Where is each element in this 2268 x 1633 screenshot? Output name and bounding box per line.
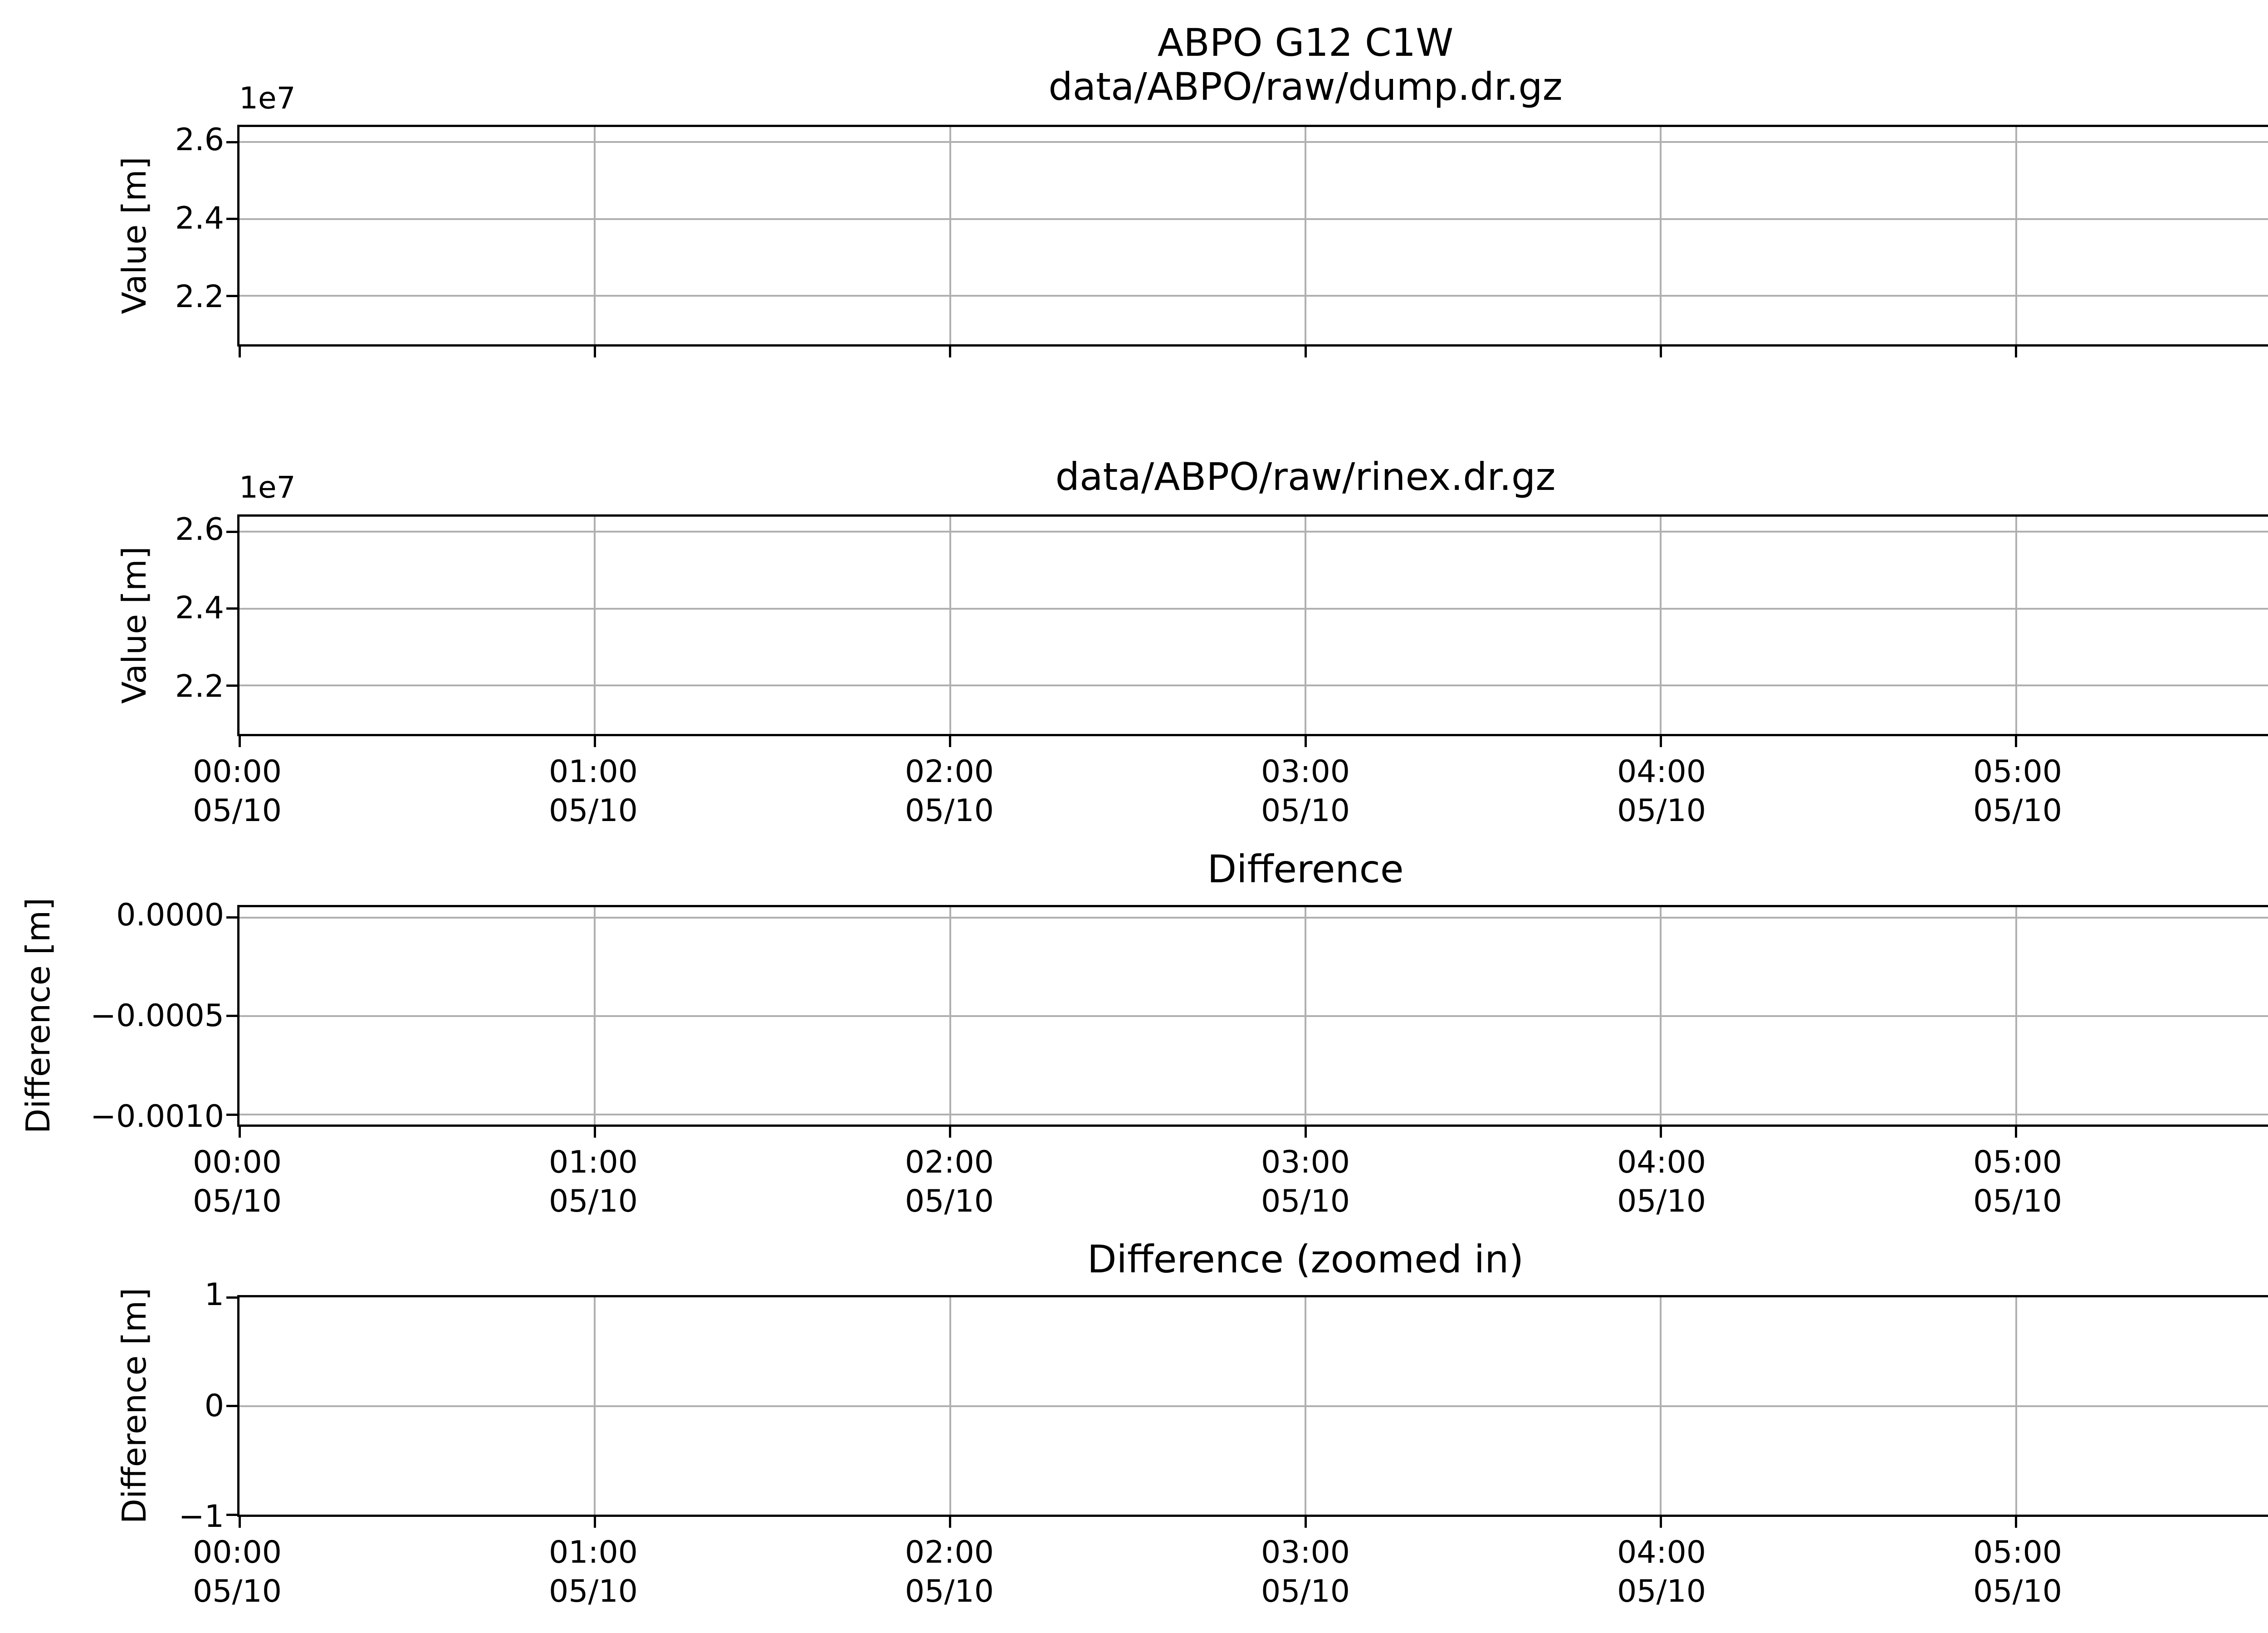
y-tick-mark	[226, 1015, 237, 1017]
x-tick-label: 00:00 05/10	[193, 1535, 282, 1609]
x-tick-label: 02:00 05/10	[905, 754, 994, 829]
x-tick-mark	[2015, 736, 2018, 747]
y-gridline	[240, 531, 2268, 533]
subplot-2-title: data/ABPO/raw/rinex.dr.gz	[1055, 455, 1556, 499]
y-gridline	[240, 295, 2268, 297]
y-tick-mark	[226, 218, 237, 220]
x-gridline	[594, 127, 596, 344]
x-tick-mark	[593, 736, 596, 747]
y-tick-mark	[226, 141, 237, 143]
x-tick-mark	[2015, 347, 2018, 357]
x-tick-label: 04:00 05/10	[1617, 754, 1706, 829]
x-gridline	[594, 517, 596, 734]
x-tick-label: 04:00 05/10	[1617, 1144, 1706, 1219]
x-tick-label: 01:00 05/10	[549, 1144, 638, 1219]
x-tick-label: 05:00 05/10	[1973, 754, 2062, 829]
y-gridline	[240, 607, 2268, 610]
subplot-4-axes	[226, 1295, 2268, 1528]
x-tick-mark	[949, 1517, 952, 1528]
x-tick-mark	[1304, 736, 1307, 747]
x-tick-mark	[1659, 1517, 1662, 1528]
subplot-1-axes	[226, 125, 2268, 357]
y-tick-label: 2.2	[175, 668, 224, 704]
x-gridline	[1305, 517, 1306, 734]
y-tick-label: 2.4	[175, 590, 224, 626]
x-tick-mark	[1304, 347, 1307, 357]
subplot-3-axes	[226, 905, 2268, 1138]
subplot-1-title-line-1: ABPO G12 C1W	[1157, 20, 1454, 65]
x-gridline	[1305, 127, 1306, 344]
y-gridline	[240, 1405, 2268, 1407]
subplot-1-title: ABPO G12 C1W data/ABPO/raw/dump.dr.gz	[237, 21, 2268, 109]
x-tick-mark	[1659, 347, 1662, 357]
x-tick-label: 05:00 05/10	[1973, 1144, 2062, 1219]
x-gridline	[949, 517, 951, 734]
y-gridline	[240, 218, 2268, 220]
x-tick-label: 00:00 05/10	[193, 1144, 282, 1219]
x-tick-mark	[1659, 1127, 1662, 1138]
y-tick-mark	[226, 684, 237, 687]
y-gridline	[240, 916, 2268, 919]
y-tick-label: −1	[178, 1499, 224, 1535]
x-gridline	[949, 127, 951, 344]
x-tick-label: 03:00 05/10	[1261, 1535, 1350, 1609]
x-tick-label: 00:00 05/10	[193, 754, 282, 829]
x-tick-mark	[593, 1127, 596, 1138]
y-tick-mark	[226, 1296, 237, 1299]
x-tick-label: 02:00 05/10	[905, 1144, 994, 1219]
y-gridline	[240, 684, 2268, 687]
y-tick-mark	[226, 530, 237, 533]
x-tick-mark	[1659, 736, 1662, 747]
y-tick-label: −0.0005	[90, 997, 224, 1034]
y-tick-mark	[226, 916, 237, 919]
y-tick-label: 0	[204, 1388, 224, 1424]
y-tick-label: 2.6	[175, 122, 224, 158]
y-tick-label: 1	[204, 1277, 224, 1313]
y-tick-label: 0.0000	[116, 897, 224, 933]
x-gridline	[1660, 517, 1662, 734]
subplot-1-y-offset-text: 1e7	[239, 81, 296, 116]
x-tick-mark	[2015, 1517, 2018, 1528]
x-tick-mark	[1304, 1517, 1307, 1528]
x-tick-mark	[593, 1517, 596, 1528]
y-tick-mark	[226, 1405, 237, 1407]
subplot-1-title-line-2: data/ABPO/raw/dump.dr.gz	[1048, 64, 1563, 109]
x-tick-label: 03:00 05/10	[1261, 1144, 1350, 1219]
y-gridline	[240, 141, 2268, 143]
subplot-4-title: Difference (zoomed in)	[1087, 1237, 1524, 1281]
y-tick-label: 2.2	[175, 279, 224, 315]
x-tick-mark	[238, 1517, 241, 1528]
x-tick-mark	[2015, 1127, 2018, 1138]
x-tick-mark	[1304, 1127, 1307, 1138]
subplot-2-axes	[226, 514, 2268, 747]
x-gridline	[2015, 127, 2017, 344]
y-gridline	[240, 1114, 2268, 1116]
y-tick-label: 2.4	[175, 200, 224, 236]
x-tick-mark	[949, 1127, 952, 1138]
x-tick-label: 02:00 05/10	[905, 1535, 994, 1609]
y-tick-mark	[226, 1513, 237, 1516]
y-tick-label: −0.0010	[90, 1098, 224, 1134]
y-tick-label: 2.6	[175, 511, 224, 548]
x-tick-label: 03:00 05/10	[1261, 754, 1350, 829]
x-tick-label: 01:00 05/10	[549, 1535, 638, 1609]
x-tick-label: 05:00 05/10	[1973, 1535, 2062, 1609]
x-tick-label: 04:00 05/10	[1617, 1535, 1706, 1609]
x-tick-mark	[238, 736, 241, 747]
y-tick-mark	[226, 607, 237, 610]
x-tick-mark	[238, 347, 241, 357]
y-tick-mark	[226, 1113, 237, 1116]
subplot-3-title: Difference	[1207, 847, 1404, 891]
x-tick-mark	[238, 1127, 241, 1138]
y-tick-mark	[226, 294, 237, 297]
x-tick-mark	[593, 347, 596, 357]
x-gridline	[2015, 517, 2017, 734]
x-tick-label: 01:00 05/10	[549, 754, 638, 829]
subplot-2-y-offset-text: 1e7	[239, 470, 296, 505]
y-gridline	[240, 1015, 2268, 1017]
x-gridline	[1660, 127, 1662, 344]
x-tick-mark	[949, 736, 952, 747]
x-tick-mark	[949, 347, 952, 357]
